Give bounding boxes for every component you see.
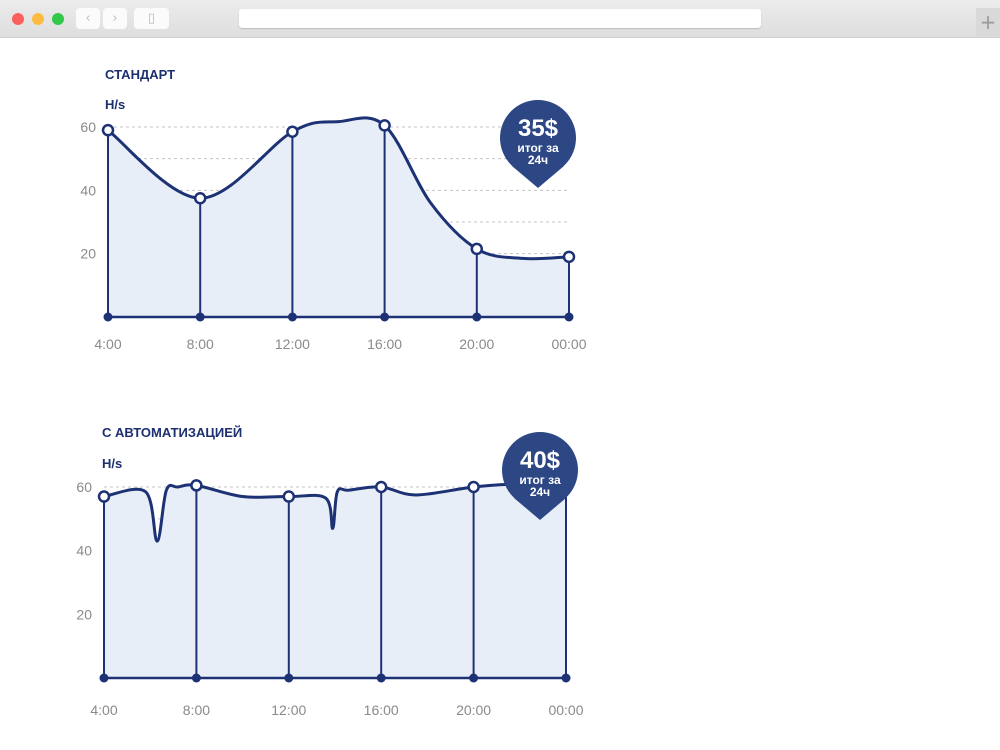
x-tick-label: 8:00 xyxy=(183,702,210,718)
badge-caption: итог за xyxy=(517,141,559,155)
data-point xyxy=(467,480,480,494)
x-tick-label: 20:00 xyxy=(459,336,494,352)
total-badge xyxy=(500,100,576,176)
y-axis-label: H/s xyxy=(102,456,122,471)
sidebar-icon[interactable]: ▯ xyxy=(134,8,169,29)
total-badge xyxy=(502,432,578,508)
minimize-window-button[interactable] xyxy=(32,13,44,25)
y-tick-label: 40 xyxy=(80,182,96,198)
x-tick-label: 16:00 xyxy=(367,336,402,352)
baseline-point xyxy=(472,312,482,322)
x-tick-label: 4:00 xyxy=(90,702,117,718)
maximize-window-button[interactable] xyxy=(52,13,64,25)
x-tick-label: 00:00 xyxy=(548,702,583,718)
data-point xyxy=(193,192,207,205)
chart-title: С АВТОМАТИЗАЦИЕЙ xyxy=(102,425,242,440)
y-axis-label: H/s xyxy=(105,97,125,112)
x-tick-label: 12:00 xyxy=(271,702,306,718)
baseline-point xyxy=(191,673,201,683)
x-tick-label: 20:00 xyxy=(456,702,491,718)
x-tick-label: 4:00 xyxy=(94,336,121,352)
chart-standard: СТАНДАРТ H/s 20 40 60 4:00 8:00 12:00 16:00 20:… xyxy=(80,67,586,352)
y-tick-label: 60 xyxy=(80,119,96,135)
badge-caption: 24ч xyxy=(528,153,548,167)
x-tick-label: 16:00 xyxy=(364,702,399,718)
browser-toolbar: ‹ › ▯ + xyxy=(0,0,1000,38)
baseline-point xyxy=(284,673,294,683)
baseline-point xyxy=(195,312,205,322)
close-window-button[interactable] xyxy=(12,13,24,25)
data-point xyxy=(101,123,115,137)
area-fill xyxy=(108,117,569,317)
data-point xyxy=(190,479,203,492)
address-bar[interactable] xyxy=(239,9,761,28)
baseline-point xyxy=(103,312,113,322)
x-tick-label: 8:00 xyxy=(187,336,214,352)
baseline-point xyxy=(564,312,574,322)
baseline-point xyxy=(469,673,479,683)
x-tick-label: 00:00 xyxy=(551,336,586,352)
baseline-point xyxy=(287,312,297,322)
data-point xyxy=(378,119,391,132)
y-tick-label: 20 xyxy=(76,606,92,622)
data-point xyxy=(282,490,296,503)
forward-icon[interactable]: › xyxy=(103,8,127,29)
data-point xyxy=(562,250,576,264)
data-point xyxy=(470,242,484,256)
badge-value: 40$ xyxy=(520,447,561,474)
back-icon[interactable]: ‹ xyxy=(76,8,100,29)
data-point xyxy=(374,480,388,494)
badge-value: 35$ xyxy=(518,115,559,142)
data-point xyxy=(97,490,111,503)
data-point xyxy=(286,125,299,138)
baseline-point xyxy=(380,312,390,322)
x-tick-label: 12:00 xyxy=(275,336,310,352)
baseline-point xyxy=(561,673,571,683)
badge-caption: 24ч xyxy=(530,485,550,499)
badge-caption: итог за xyxy=(519,473,561,487)
series-line xyxy=(103,482,567,543)
baseline-point xyxy=(376,673,386,683)
chart-automation: С АВТОМАТИЗАЦИЕЙ H/s 20 40 60 4:00 8:00 12:00… xyxy=(76,425,583,718)
chart-title: СТАНДАРТ xyxy=(105,67,175,82)
y-tick-label: 40 xyxy=(76,543,92,559)
baseline-point xyxy=(99,673,109,683)
y-tick-label: 60 xyxy=(76,479,92,495)
new-tab-icon[interactable]: + xyxy=(976,8,1000,36)
area-fill xyxy=(104,483,566,678)
y-tick-label: 20 xyxy=(80,246,96,262)
